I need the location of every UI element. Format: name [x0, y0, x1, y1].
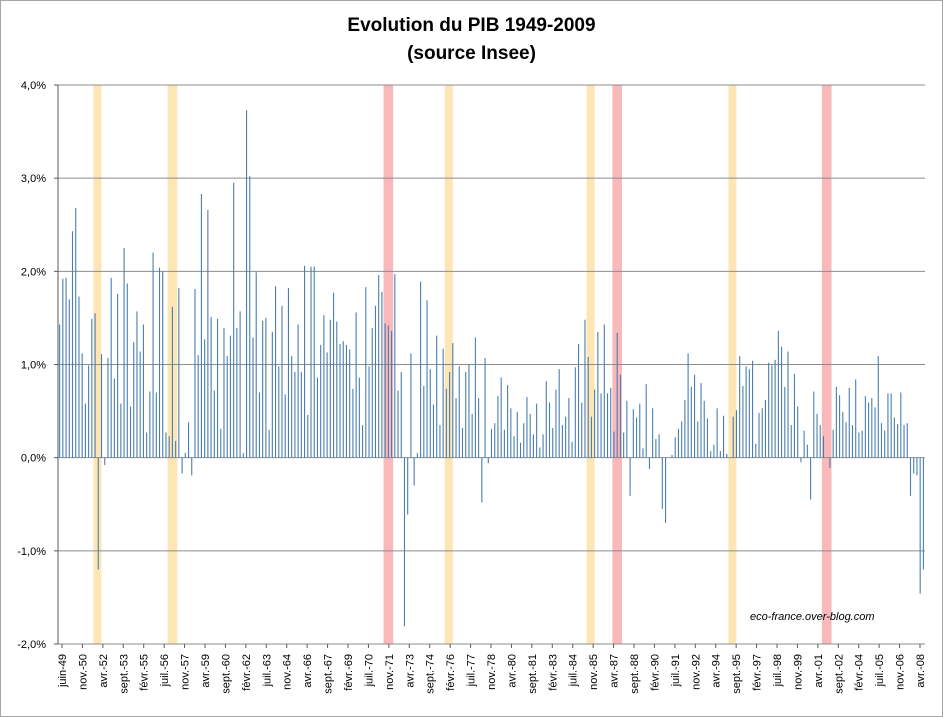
- y-tick-label: -2,0%: [17, 639, 46, 651]
- x-tick-labels: juin-49 nov.-50 avr.-52 sept.-53 févr.-55 jui…: [57, 644, 927, 694]
- y-tick-label: 0,0%: [21, 453, 46, 465]
- y-tick-label: -1,0%: [17, 546, 46, 558]
- x-tick-label: nov.-78: [486, 654, 498, 690]
- x-tick-label: févr.-83: [547, 654, 559, 691]
- x-tick-label: juil.-63: [261, 654, 273, 687]
- x-tick-label: avr.-08: [915, 654, 927, 688]
- y-tick-label: 4,0%: [21, 80, 46, 92]
- y-tick-label: 3,0%: [21, 173, 46, 185]
- x-tick-label: avr.-87: [609, 654, 621, 688]
- x-tick-label: juil.-98: [772, 654, 784, 687]
- x-tick-label: sept.-53: [118, 654, 130, 694]
- x-tick-label: nov.-64: [282, 654, 294, 690]
- chart-title: Evolution du PIB 1949-2009: [347, 15, 596, 36]
- x-tick-label: avr.-80: [506, 654, 518, 688]
- x-tick-label: nov.-99: [792, 654, 804, 690]
- x-tick-label: nov.-71: [384, 654, 396, 690]
- chart-subtitle: (source Insee): [407, 43, 536, 64]
- x-tick-label: avr.-01: [813, 654, 825, 688]
- x-tick-label: juil.-77: [466, 654, 478, 687]
- x-tick-label: juin-49: [57, 654, 69, 688]
- x-tick-label: sept.-60: [220, 654, 232, 694]
- gdp-bars: [59, 110, 924, 627]
- x-tick-label: nov.-50: [77, 654, 89, 690]
- chart-title-block: Evolution du PIB 1949-2009 (source Insee…: [0, 12, 943, 68]
- grid-lines: [54, 84, 925, 645]
- x-tick-label: févr.-69: [343, 654, 355, 691]
- x-tick-label: févr.-55: [139, 654, 151, 691]
- x-tick-label: sept.-81: [527, 654, 539, 694]
- x-tick-label: juil.-91: [670, 654, 682, 687]
- x-tick-label: sept.-67: [323, 654, 335, 694]
- x-tick-label: avr.-66: [302, 654, 314, 688]
- x-tick-label: juil.-56: [159, 654, 171, 687]
- x-tick-label: févr.-90: [649, 654, 661, 691]
- x-tick-label: avr.-94: [711, 654, 723, 688]
- x-tick-label: avr.-59: [200, 654, 212, 688]
- x-tick-label: nov.-57: [180, 654, 192, 690]
- x-tick-label: sept.-02: [833, 654, 845, 694]
- x-tick-label: févr.-97: [752, 654, 764, 691]
- x-tick-label: juil.-05: [874, 654, 886, 687]
- x-tick-label: juil.-70: [363, 654, 375, 687]
- x-tick-label: sept.-88: [629, 654, 641, 694]
- credit-text: eco-france.over-blog.com: [750, 611, 875, 623]
- x-tick-label: avr.-73: [404, 654, 416, 688]
- y-tick-label: 1,0%: [21, 360, 46, 372]
- x-tick-label: févr.-76: [445, 654, 457, 691]
- x-tick-label: avr.-52: [98, 654, 110, 688]
- x-tick-label: sept.-95: [731, 654, 743, 694]
- x-tick-label: nov.-06: [895, 654, 907, 690]
- y-tick-label: 2,0%: [21, 266, 46, 278]
- x-tick-label: sept.-74: [425, 654, 437, 694]
- x-tick-label: nov.-85: [588, 654, 600, 690]
- x-tick-label: févr.-04: [854, 654, 866, 691]
- y-tick-labels: 4,0% 3,0% 2,0% 1,0% 0,0% -1,0% -2,0%: [17, 80, 46, 651]
- x-tick-label: nov.-92: [690, 654, 702, 690]
- x-tick-label: juil.-84: [568, 654, 580, 687]
- x-tick-label: févr.-62: [241, 654, 253, 691]
